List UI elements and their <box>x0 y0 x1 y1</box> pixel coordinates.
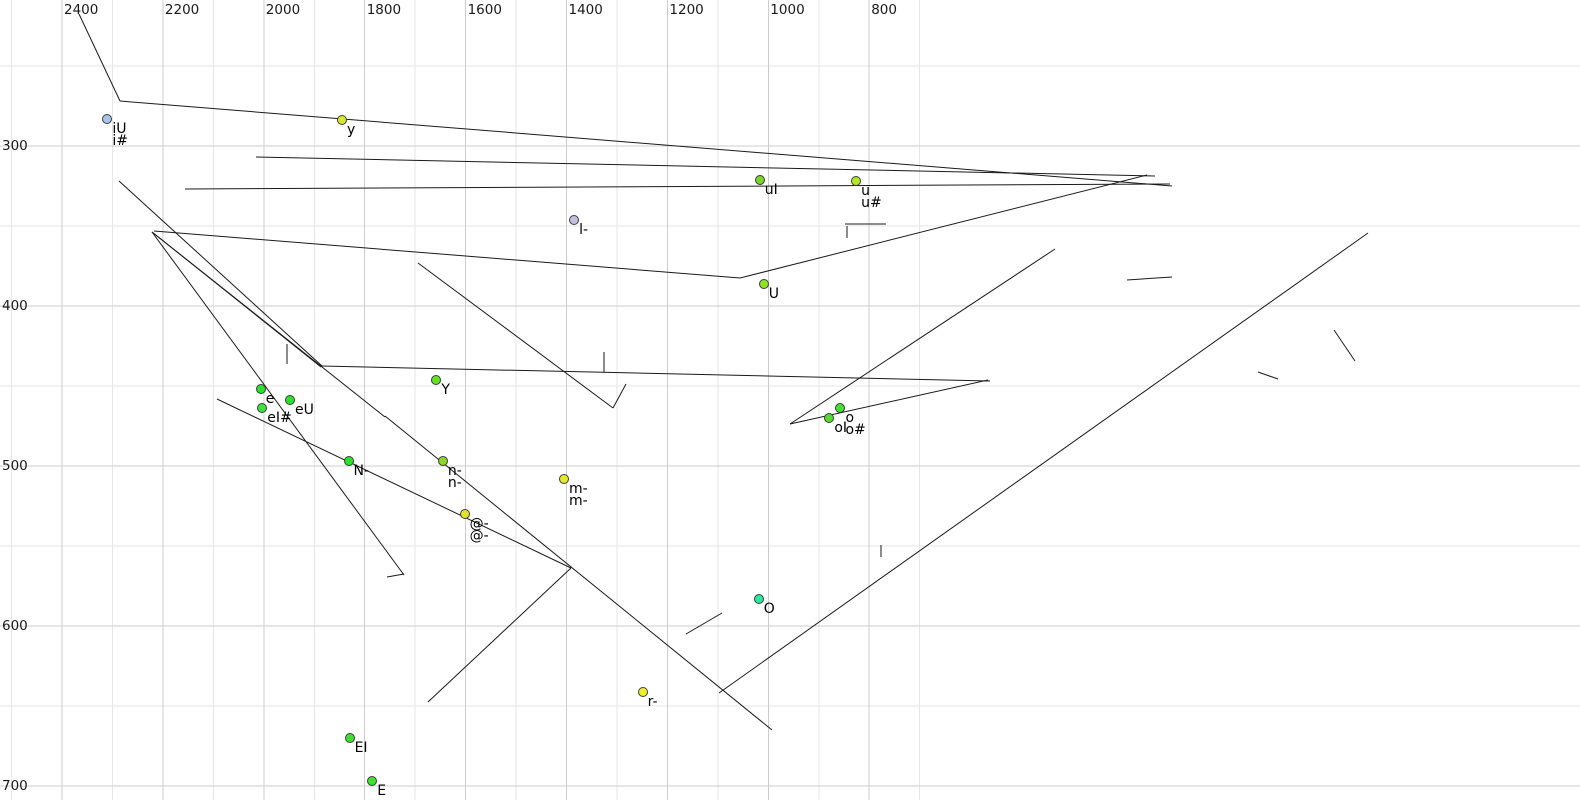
trajectory-line <box>153 174 1148 279</box>
point-label: u <box>861 183 870 200</box>
trajectory-line <box>216 398 572 569</box>
x-tick-label: 2200 <box>164 2 200 18</box>
point-label-secondary: u# <box>861 195 882 212</box>
data-point-eU[interactable] <box>285 395 296 406</box>
x-tick-label: 1400 <box>568 2 603 18</box>
data-point-E[interactable] <box>367 776 378 787</box>
point-label: iU <box>112 120 127 137</box>
trajectory-line <box>386 573 405 578</box>
trajectory-lines <box>78 13 1369 731</box>
trajectory-line <box>685 612 723 635</box>
data-point-l[interactable] <box>569 214 580 225</box>
point-label-secondary: n- <box>447 475 462 492</box>
trajectory-line <box>184 183 1171 190</box>
trajectory-line <box>612 383 627 409</box>
trajectory-line <box>1333 329 1356 362</box>
trajectory-line <box>427 567 572 703</box>
x-tick-label: 1800 <box>366 2 402 18</box>
point-label: eU <box>295 402 314 419</box>
point-label: N- <box>353 463 370 480</box>
point-label: EI <box>354 740 368 756</box>
point-label: r- <box>647 693 658 710</box>
point-label: uI <box>764 181 778 198</box>
data-point-N[interactable] <box>343 456 354 467</box>
point-label: Y <box>441 381 450 398</box>
point-label: n- <box>447 463 462 480</box>
point-label: l- <box>579 221 589 238</box>
trajectory-line <box>1126 276 1173 281</box>
data-point-m[interactable] <box>558 473 569 484</box>
trajectory-line <box>384 415 773 731</box>
point-label: y <box>346 122 356 139</box>
point-label-secondary: o# <box>845 422 866 439</box>
trajectory-line <box>118 180 323 367</box>
point-label-secondary: @- <box>469 528 489 544</box>
point-label: O <box>763 600 775 617</box>
point-label: eI# <box>267 410 292 427</box>
x-tick-label: 1200 <box>669 2 704 18</box>
point-label: E <box>377 783 387 800</box>
trajectory-line <box>1257 371 1279 380</box>
y-tick-label: 400 <box>2 298 28 314</box>
data-point-y[interactable] <box>336 115 347 126</box>
data-point-O[interactable] <box>753 593 764 604</box>
data-point-n[interactable] <box>437 456 448 467</box>
data-point-iU[interactable] <box>102 113 113 124</box>
point-label: o <box>845 410 855 427</box>
point-label: U <box>768 285 779 302</box>
data-point-r[interactable] <box>637 686 648 697</box>
x-tick-label: 2000 <box>265 2 301 18</box>
y-tick-label: 700 <box>2 778 28 794</box>
data-point-uI[interactable] <box>754 174 765 185</box>
x-tick-label: 1600 <box>467 2 502 18</box>
x-tick-label: 1000 <box>770 2 805 18</box>
point-label: e <box>265 391 275 408</box>
data-point-u[interactable] <box>851 176 862 187</box>
trajectory-line <box>789 248 1056 425</box>
trajectory-line <box>151 231 386 418</box>
x-tick-label: 2400 <box>64 2 99 18</box>
point-label: @- <box>469 516 489 532</box>
trajectory-line <box>78 13 121 102</box>
trajectory-line <box>718 232 1369 694</box>
y-tick-label: 600 <box>2 618 28 634</box>
data-point-o[interactable] <box>835 403 846 414</box>
data-point-oI[interactable] <box>824 413 835 423</box>
data-point-e[interactable] <box>255 384 266 395</box>
data-point-EI[interactable] <box>344 733 355 743</box>
y-tick-label: 300 <box>2 138 28 154</box>
y-tick-label: 500 <box>2 458 28 474</box>
trajectory-line <box>255 156 1156 177</box>
trajectory-line <box>789 379 989 425</box>
data-point-eI[interactable] <box>257 403 268 414</box>
point-label-secondary: i# <box>112 132 129 149</box>
point-label: m- <box>568 480 588 497</box>
trajectory-line <box>417 262 614 409</box>
point-label-secondary: m- <box>568 492 588 509</box>
data-point-[interactable] <box>459 509 470 519</box>
x-tick-label: 800 <box>871 2 897 18</box>
point-label: oI <box>834 420 848 436</box>
data-point-U[interactable] <box>758 278 769 289</box>
trajectory-line <box>119 100 1173 187</box>
data-point-Y[interactable] <box>431 374 442 385</box>
trajectory-line <box>321 365 991 382</box>
trajectory-line <box>151 231 405 576</box>
